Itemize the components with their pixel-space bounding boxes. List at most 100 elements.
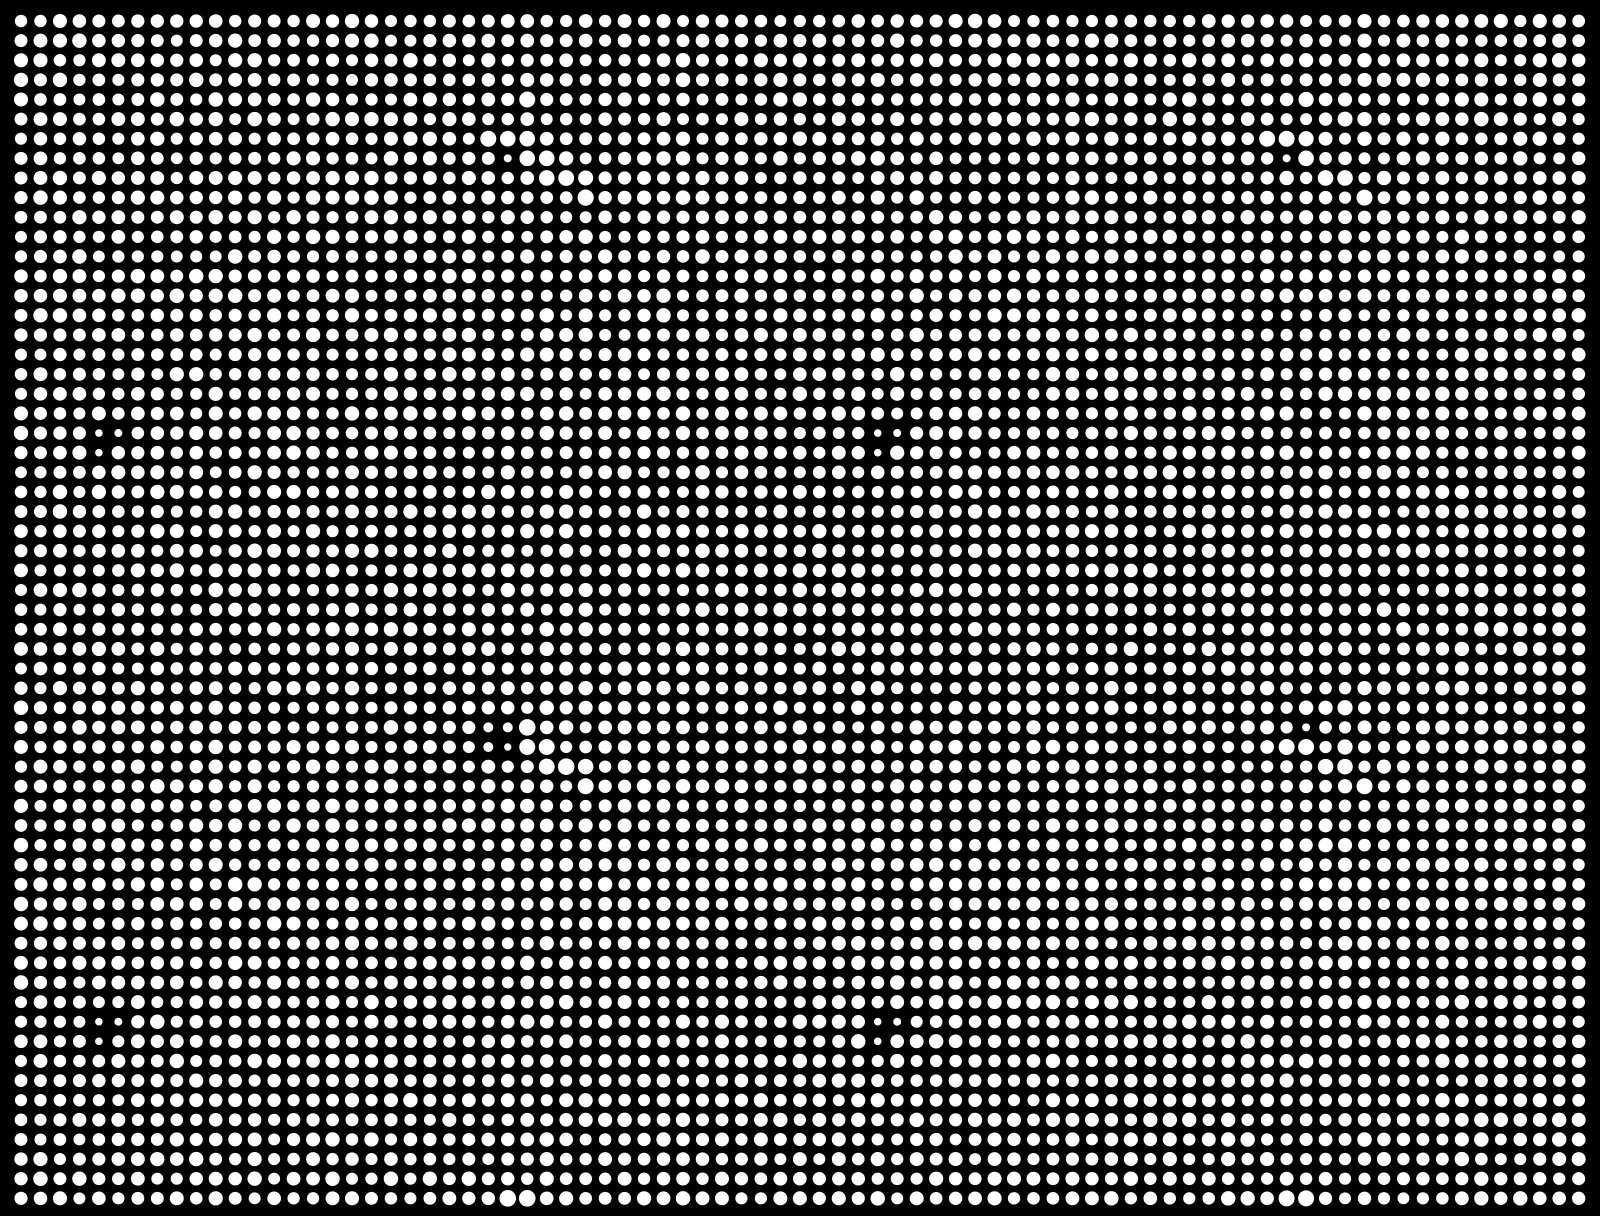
dot bbox=[325, 1132, 340, 1147]
dot bbox=[538, 150, 555, 167]
dot bbox=[364, 1073, 379, 1088]
dot bbox=[1221, 426, 1236, 441]
dot bbox=[598, 720, 613, 735]
dot bbox=[287, 53, 300, 67]
dot bbox=[33, 406, 47, 420]
dot bbox=[1474, 53, 1489, 68]
dot bbox=[617, 387, 632, 401]
dot bbox=[1143, 1015, 1157, 1029]
dot bbox=[307, 701, 320, 714]
dot bbox=[1338, 348, 1352, 361]
dot bbox=[1221, 131, 1236, 146]
dot bbox=[1358, 819, 1371, 832]
dot bbox=[443, 1133, 456, 1146]
dot bbox=[1300, 937, 1313, 950]
dot bbox=[1475, 466, 1488, 479]
dot bbox=[656, 1132, 671, 1147]
dot bbox=[871, 897, 885, 911]
dot bbox=[1027, 858, 1040, 871]
dot bbox=[189, 151, 203, 165]
dot bbox=[1280, 976, 1293, 989]
dot bbox=[559, 877, 573, 891]
dot bbox=[306, 1074, 320, 1088]
dot bbox=[1337, 111, 1353, 127]
dot bbox=[1163, 799, 1177, 813]
dot bbox=[1008, 14, 1021, 28]
dot bbox=[1065, 34, 1079, 48]
dot bbox=[988, 603, 1001, 616]
dot bbox=[33, 544, 47, 558]
dot bbox=[170, 132, 183, 145]
dot bbox=[189, 230, 203, 244]
dot bbox=[1532, 739, 1547, 755]
dot bbox=[170, 1172, 183, 1185]
dot bbox=[112, 1094, 125, 1107]
dot bbox=[1201, 543, 1216, 558]
dot bbox=[1182, 171, 1196, 185]
dot bbox=[909, 916, 924, 931]
dot bbox=[1026, 53, 1041, 68]
dot bbox=[695, 524, 710, 538]
dot bbox=[228, 72, 243, 87]
dot bbox=[1007, 308, 1021, 323]
dot bbox=[227, 877, 243, 892]
dot bbox=[987, 1015, 1002, 1029]
dot bbox=[792, 1014, 808, 1029]
dot bbox=[53, 1172, 67, 1186]
dot bbox=[617, 1112, 632, 1128]
dot bbox=[150, 936, 164, 950]
dot bbox=[14, 996, 28, 1009]
dot bbox=[1513, 720, 1528, 735]
dot bbox=[656, 1152, 671, 1166]
dot bbox=[1279, 92, 1294, 107]
dot bbox=[1358, 583, 1371, 597]
dot bbox=[1240, 1132, 1255, 1147]
dot bbox=[151, 348, 164, 361]
dot bbox=[676, 210, 690, 224]
dot bbox=[987, 936, 1002, 951]
dot bbox=[248, 936, 261, 950]
dot bbox=[1397, 1192, 1410, 1205]
dot bbox=[1260, 720, 1275, 735]
dot bbox=[851, 917, 865, 931]
dot bbox=[365, 132, 378, 145]
dot bbox=[754, 113, 767, 126]
dot bbox=[1494, 877, 1508, 892]
dot bbox=[1045, 994, 1061, 1010]
dot bbox=[559, 955, 574, 970]
dot bbox=[637, 1132, 651, 1147]
dot bbox=[52, 1191, 67, 1206]
dot bbox=[988, 780, 1001, 793]
dot bbox=[618, 505, 631, 518]
dot bbox=[72, 681, 86, 695]
dot bbox=[1357, 936, 1372, 951]
dot bbox=[1454, 740, 1469, 754]
dot bbox=[1552, 740, 1567, 754]
dot bbox=[1026, 524, 1041, 538]
dot bbox=[287, 309, 300, 322]
dot bbox=[422, 151, 437, 166]
dot bbox=[773, 92, 788, 107]
dot bbox=[1124, 249, 1138, 264]
dot bbox=[1182, 426, 1196, 440]
dot bbox=[559, 249, 573, 264]
dot bbox=[1572, 721, 1585, 734]
dot bbox=[1201, 1132, 1216, 1147]
dot bbox=[326, 387, 339, 400]
dot bbox=[559, 1172, 573, 1186]
dot bbox=[481, 308, 495, 322]
dot bbox=[1084, 1112, 1099, 1127]
dot bbox=[501, 348, 515, 361]
dot bbox=[1455, 14, 1469, 28]
dot bbox=[1241, 858, 1255, 872]
dot bbox=[793, 1093, 807, 1107]
dot bbox=[1435, 622, 1449, 636]
dot bbox=[287, 1094, 300, 1107]
dot bbox=[151, 760, 164, 773]
dot bbox=[1455, 701, 1469, 715]
dot bbox=[1474, 818, 1489, 833]
dot bbox=[1572, 328, 1585, 341]
dot bbox=[1084, 739, 1100, 755]
dot bbox=[1396, 426, 1411, 440]
dot bbox=[92, 14, 106, 28]
